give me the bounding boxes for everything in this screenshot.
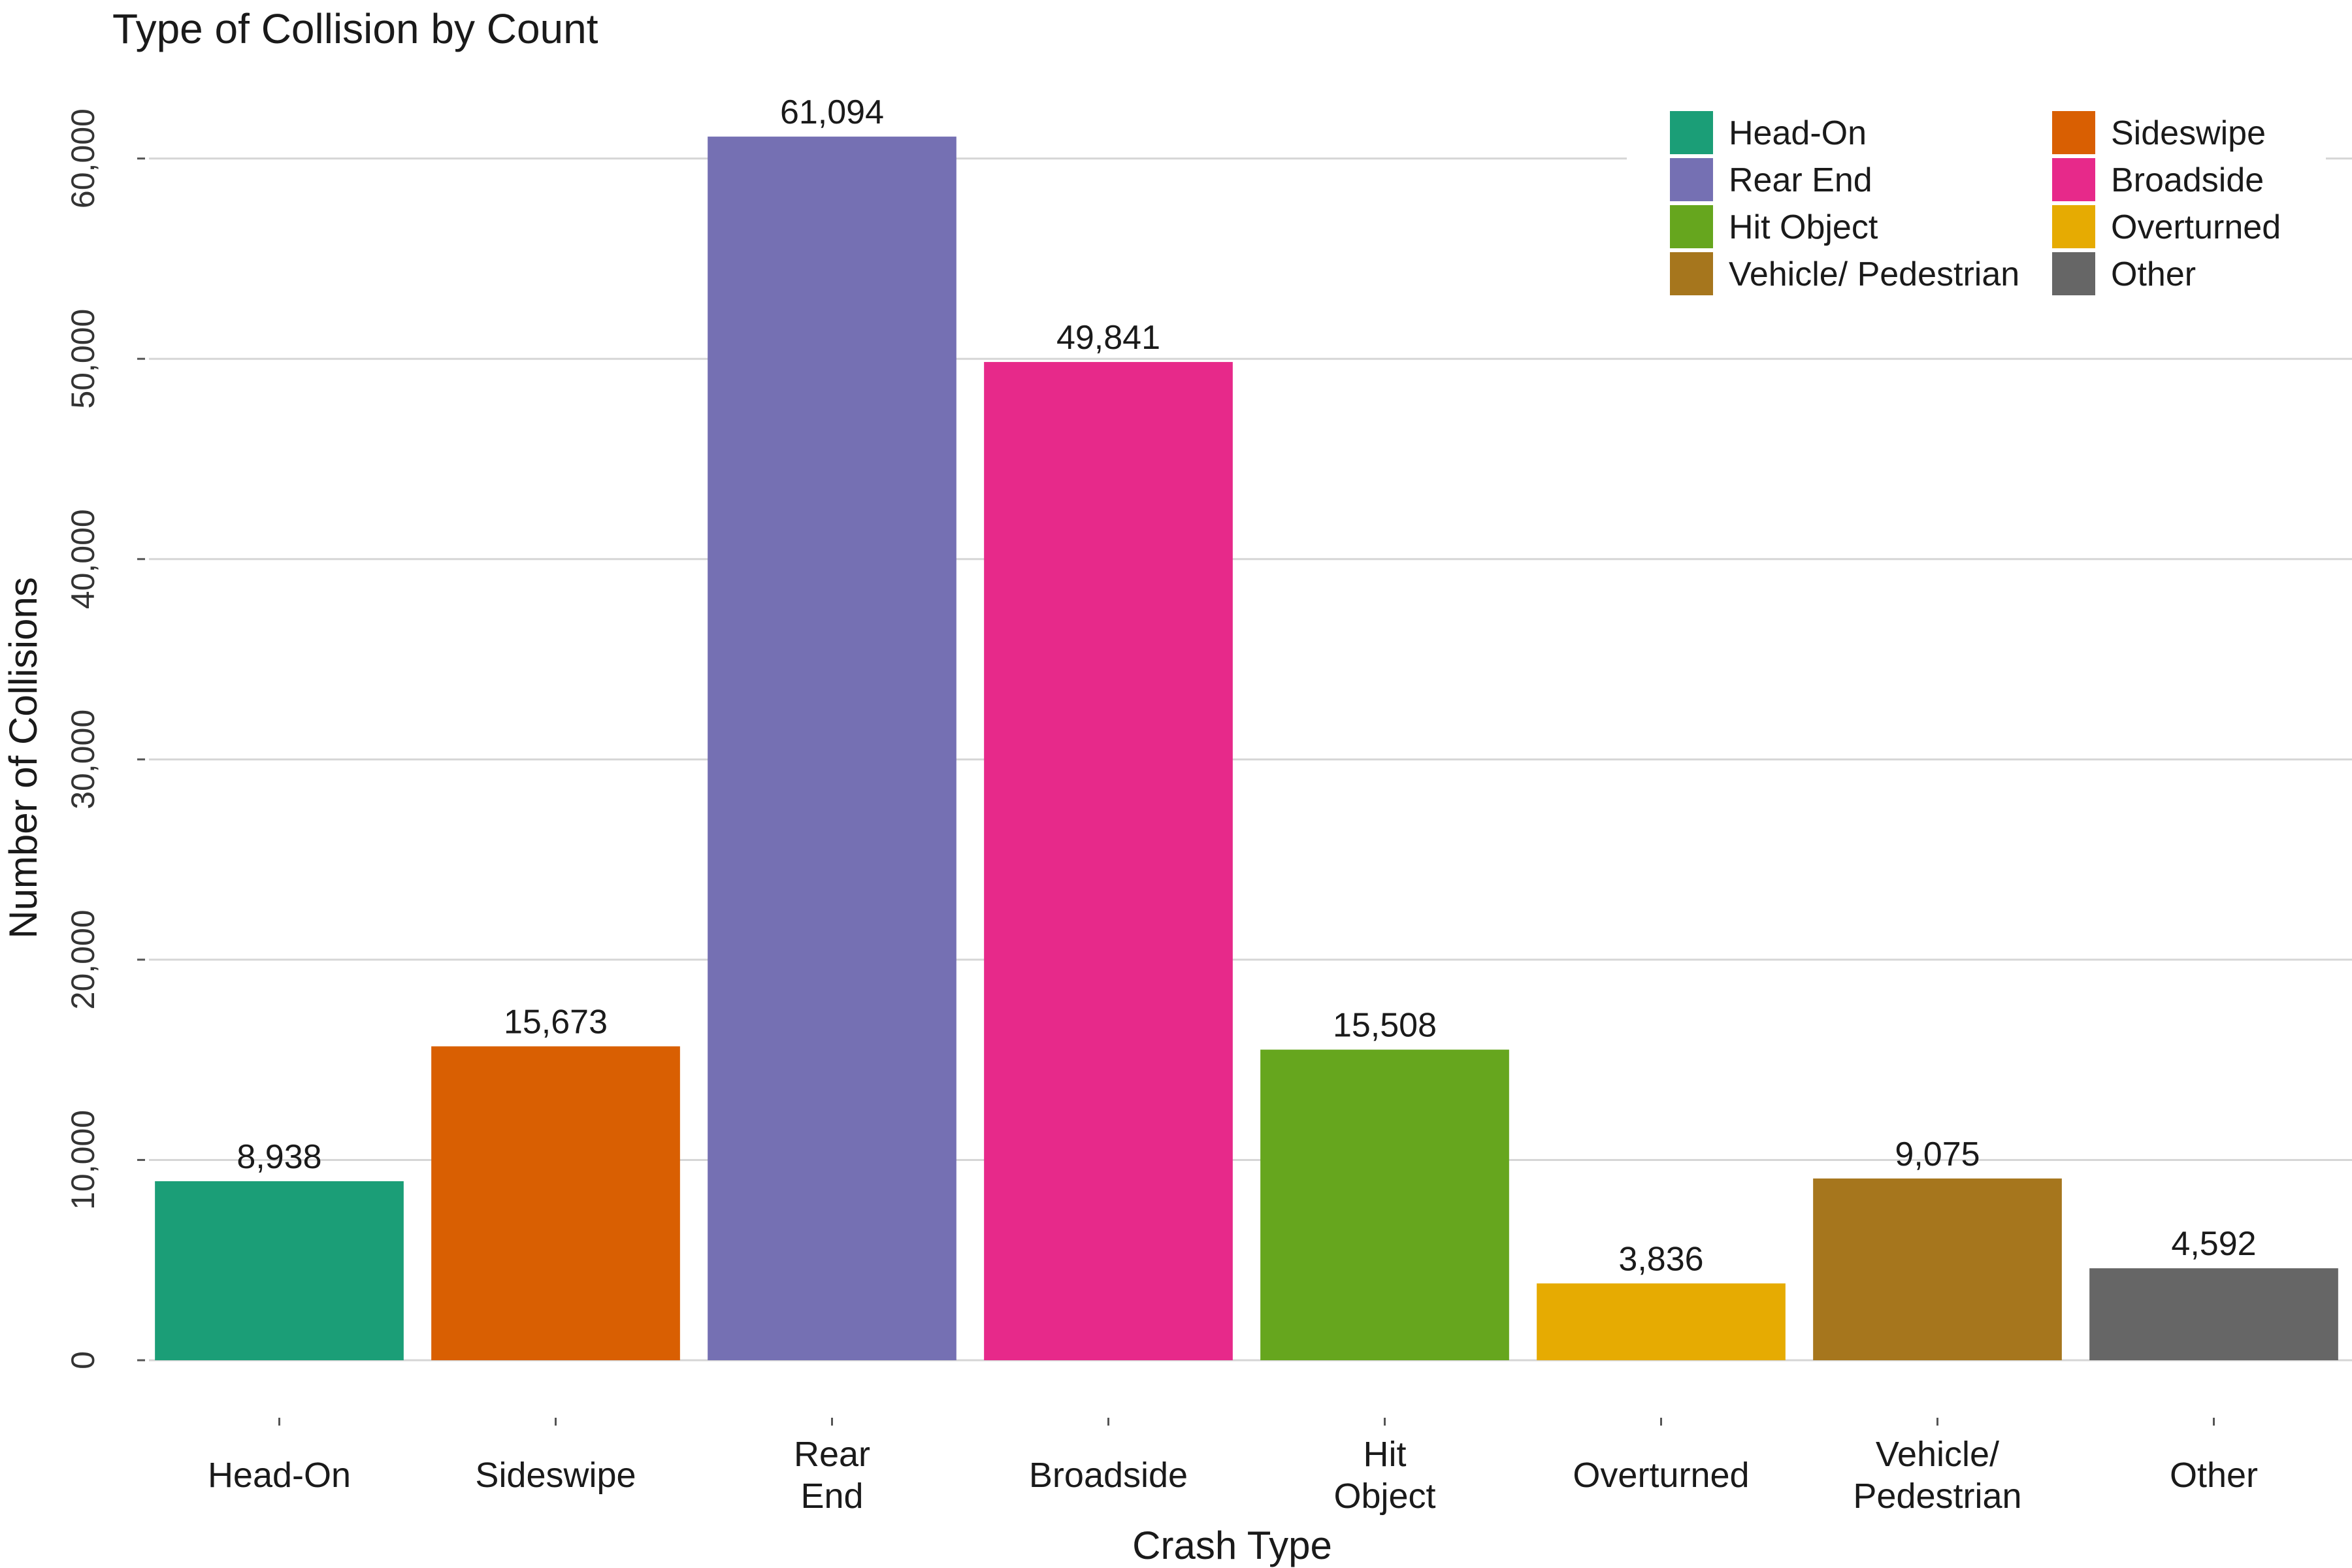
bar	[1537, 1283, 1786, 1360]
data-labels: 8,938 15,673 61,094 49,841 15,508 3,836 9,075 4…	[237, 93, 2256, 1278]
legend-label: Vehicle/ Pedestrian	[1729, 255, 2019, 293]
y-tick-label: 20,000	[65, 909, 101, 1009]
y-tick-label: 30,000	[65, 710, 101, 809]
data-label: 15,508	[1333, 1007, 1437, 1045]
bar	[2089, 1268, 2338, 1360]
legend-swatch	[1670, 158, 1713, 201]
data-label: 4,592	[2171, 1225, 2256, 1263]
bar	[155, 1181, 404, 1360]
x-axis-title: Crash Type	[1132, 1524, 1332, 1567]
legend-swatch	[2052, 111, 2095, 154]
legend-swatch	[1670, 111, 1713, 154]
legend-label: Overturned	[2111, 208, 2281, 246]
legend-label: Other	[2111, 255, 2196, 293]
legend-label: Rear End	[1729, 161, 1872, 199]
bar	[1260, 1049, 1509, 1360]
legend-label: Head-On	[1729, 114, 1867, 152]
legend-swatch	[2052, 252, 2095, 295]
data-label: 15,673	[504, 1004, 608, 1041]
y-tick-label: 60,000	[65, 108, 101, 208]
y-tick-label: 40,000	[65, 509, 101, 609]
data-label: 9,075	[1895, 1135, 1980, 1173]
chart-title: Type of Collision by Count	[112, 5, 598, 52]
x-tick-label: Other	[2170, 1456, 2258, 1495]
legend-swatch	[1670, 252, 1713, 295]
legend-label: Sideswipe	[2111, 114, 2266, 152]
legend-swatch	[2052, 205, 2095, 248]
legend-swatch	[2052, 158, 2095, 201]
bar	[1813, 1178, 2062, 1360]
data-label: 49,841	[1056, 319, 1160, 357]
data-label: 8,938	[237, 1138, 321, 1176]
y-axis: 0 10,000 20,000 30,000 40,000 50,000 60,000	[65, 108, 145, 1369]
legend-label: Broadside	[2111, 161, 2264, 199]
x-tick-label: Vehicle/Pedestrian	[1853, 1435, 2021, 1516]
legend: Head-On Sideswipe Rear End Broadside Hit Obj…	[1627, 105, 2326, 299]
bars	[155, 137, 2338, 1361]
y-tick-label: 10,000	[65, 1110, 101, 1210]
bar	[431, 1046, 680, 1360]
legend-background	[1627, 105, 2326, 299]
y-axis-title: Number of Collisions	[1, 577, 45, 939]
y-tick-label: 0	[65, 1351, 101, 1369]
x-tick-label: Head-On	[208, 1456, 351, 1495]
bar	[708, 137, 956, 1361]
legend-swatch	[1670, 205, 1713, 248]
bar	[984, 362, 1233, 1361]
x-axis: Head-On Sideswipe Rear End Broadside Hit Objec…	[208, 1418, 2258, 1516]
data-label: 61,094	[780, 93, 884, 131]
x-tick-label: Broadside	[1029, 1456, 1188, 1495]
x-tick-label: Sideswipe	[475, 1456, 636, 1495]
x-tick-label: Overturned	[1573, 1456, 1749, 1495]
data-label: 3,836	[1618, 1240, 1703, 1278]
x-tick-label: Hit Object	[1333, 1435, 1435, 1516]
legend-label: Hit Object	[1729, 208, 1878, 246]
y-tick-label: 50,000	[65, 309, 101, 409]
x-tick-label: Rear End	[794, 1435, 870, 1516]
